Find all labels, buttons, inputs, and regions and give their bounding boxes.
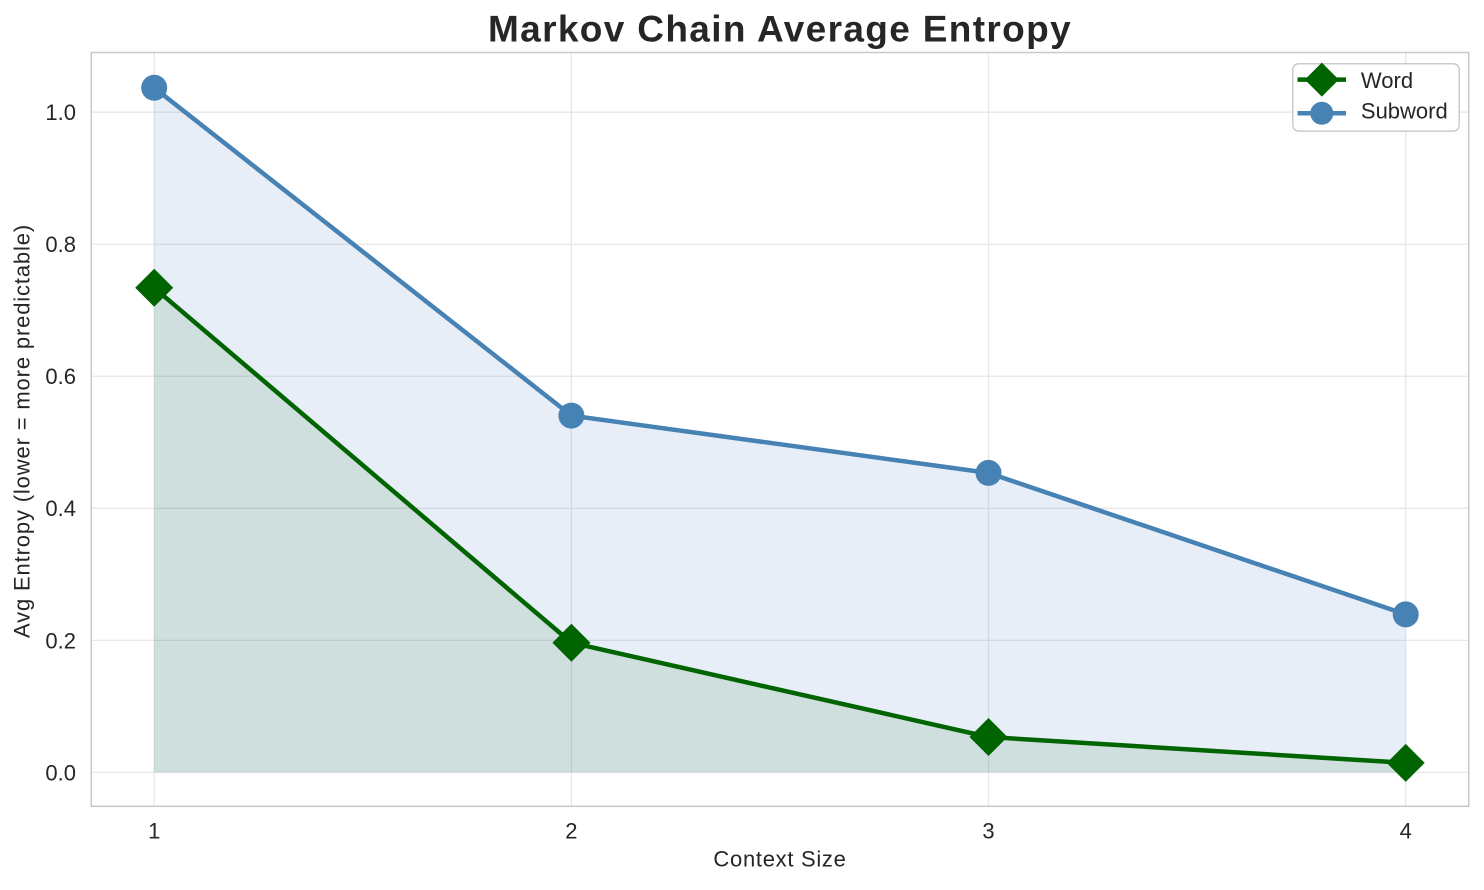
svg-text:0.4: 0.4 xyxy=(45,496,76,521)
svg-text:0.0: 0.0 xyxy=(45,760,76,785)
svg-text:2: 2 xyxy=(565,819,577,844)
svg-text:3: 3 xyxy=(982,819,994,844)
svg-text:Markov Chain Average Entropy: Markov Chain Average Entropy xyxy=(488,9,1072,50)
svg-text:Avg Entropy (lower = more pred: Avg Entropy (lower = more predictable) xyxy=(10,224,35,638)
svg-text:0.8: 0.8 xyxy=(45,232,76,257)
svg-text:4: 4 xyxy=(1400,819,1412,844)
svg-text:1: 1 xyxy=(148,819,160,844)
svg-text:Context Size: Context Size xyxy=(713,847,846,872)
svg-text:1.0: 1.0 xyxy=(45,100,76,125)
svg-text:Subword: Subword xyxy=(1361,99,1448,124)
svg-text:0.6: 0.6 xyxy=(45,364,76,389)
svg-text:Word: Word xyxy=(1361,68,1413,93)
svg-text:0.2: 0.2 xyxy=(45,628,76,653)
